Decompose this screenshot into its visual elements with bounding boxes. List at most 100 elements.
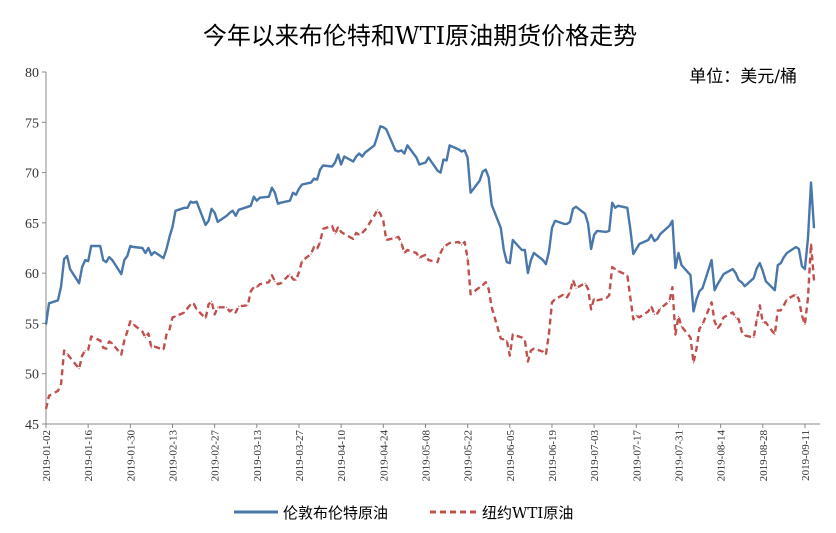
data-point (319, 241, 321, 243)
data-point (90, 335, 92, 338)
data-point (147, 332, 149, 335)
data-point (403, 252, 405, 254)
data-point (777, 264, 779, 266)
data-point (458, 241, 460, 243)
data-point (554, 220, 556, 222)
data-point (590, 248, 592, 250)
data-point (533, 348, 535, 350)
data-point (596, 299, 598, 301)
data-point (698, 327, 701, 330)
data-point (424, 161, 427, 164)
data-point (150, 347, 152, 349)
data-point (361, 232, 363, 234)
data-point (545, 263, 547, 265)
x-tick-label: 2019-03-13 (252, 430, 264, 482)
unit-label: 单位：美元/桶 (689, 67, 797, 87)
data-point (723, 273, 725, 275)
data-point (280, 282, 282, 284)
data-point (439, 252, 442, 254)
data-point (153, 251, 155, 253)
data-point (193, 302, 195, 304)
data-point (584, 213, 586, 215)
data-point (105, 348, 107, 350)
data-point (650, 234, 652, 236)
data-point (337, 153, 339, 156)
data-point (756, 267, 758, 269)
data-point (268, 196, 270, 198)
data-point (524, 249, 526, 251)
x-tick-label: 2019-01-30 (125, 430, 137, 482)
data-point (626, 207, 628, 209)
data-point (759, 304, 761, 306)
data-point (385, 128, 387, 130)
data-point (165, 248, 168, 250)
data-point (436, 170, 439, 172)
data-point (214, 313, 216, 315)
data-point (575, 206, 577, 208)
legend-label-brent: 伦敦布伦特原油 (283, 504, 388, 522)
data-point (123, 259, 125, 261)
y-tick-label: 45 (25, 418, 39, 433)
legend-item-wti: 纽约WTI原油 (430, 504, 573, 522)
data-point (60, 383, 62, 385)
data-point (569, 221, 571, 223)
data-point (48, 302, 50, 304)
data-point (247, 206, 249, 208)
data-point (66, 255, 68, 257)
data-point (656, 238, 659, 240)
data-point (132, 246, 134, 248)
data-point (99, 339, 101, 342)
data-point (605, 297, 607, 299)
data-point (162, 257, 165, 259)
data-point (322, 228, 324, 230)
data-point (382, 220, 384, 222)
x-tick-label: 2019-07-17 (631, 430, 643, 482)
series-line (44, 125, 816, 325)
data-point (343, 233, 345, 235)
data-point (530, 259, 532, 261)
data-point (108, 256, 110, 258)
series-line (44, 208, 816, 410)
data-point (268, 281, 270, 283)
data-point (295, 194, 297, 196)
data-point (741, 281, 743, 283)
data-point (358, 152, 360, 155)
data-point (774, 289, 776, 291)
data-point (340, 163, 342, 166)
legend-label-wti: 纽约WTI原油 (482, 504, 573, 522)
data-point (801, 265, 803, 267)
data-point (373, 144, 375, 146)
data-point (235, 215, 237, 217)
data-point (217, 221, 219, 223)
data-point (256, 200, 258, 202)
data-point (714, 289, 716, 291)
data-point (756, 318, 758, 320)
data-point (659, 233, 662, 235)
data-point (467, 156, 469, 159)
data-point (698, 290, 701, 292)
data-point (635, 314, 637, 316)
data-point (446, 244, 448, 246)
x-tick-label: 2019-08-28 (758, 430, 770, 482)
series-0 (44, 125, 816, 325)
data-point (780, 262, 782, 264)
data-point (126, 330, 128, 333)
data-point (111, 342, 113, 345)
data-point (810, 243, 812, 245)
data-point (512, 239, 514, 241)
data-point (509, 355, 511, 357)
data-point (590, 308, 592, 310)
data-point (208, 303, 210, 305)
data-point (331, 165, 333, 168)
data-point (183, 311, 186, 313)
data-point (144, 252, 146, 254)
data-point (427, 156, 430, 159)
data-point (701, 287, 704, 289)
data-point (280, 202, 282, 204)
data-point (99, 245, 101, 247)
data-point (102, 259, 104, 261)
data-point (183, 207, 186, 209)
data-point (762, 270, 764, 272)
data-point (677, 252, 680, 254)
series-1 (44, 208, 816, 410)
